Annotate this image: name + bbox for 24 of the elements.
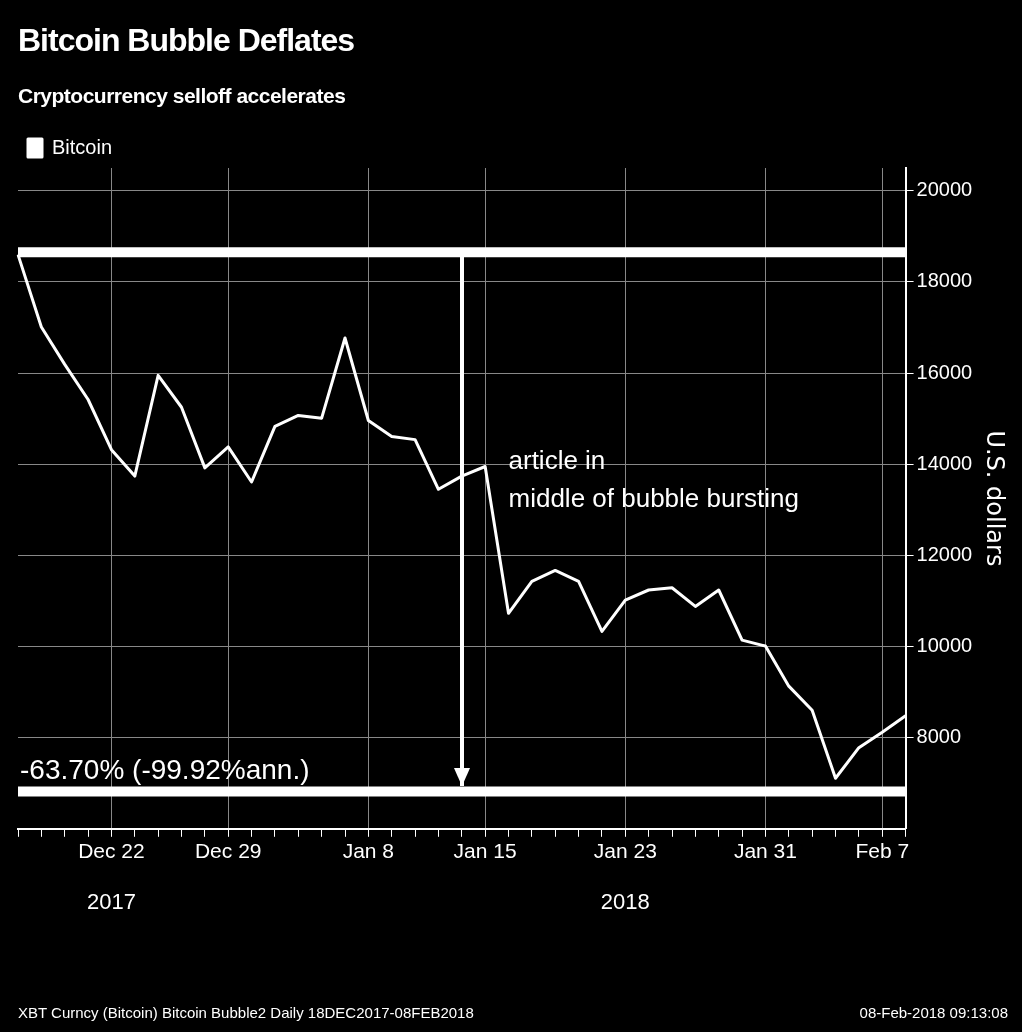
text: 2017 <box>86 888 136 914</box>
x-tick-label: Dec 29 <box>194 839 262 863</box>
text: 2018 <box>600 888 650 914</box>
chart-title: Bitcoin Bubble Deflates <box>18 22 355 59</box>
x-tick-label: Jan 23 <box>593 839 657 863</box>
y-tick-label: 14000 <box>916 451 973 474</box>
x-tick-label: Feb 7 <box>855 839 910 863</box>
text: 08-Feb-2018 09:13:08 <box>859 1004 1008 1021</box>
y-tick-label: 20000 <box>916 178 973 201</box>
y-tick-label: 10000 <box>916 634 973 657</box>
y-axis-title: U.S. dollars <box>981 430 1010 567</box>
x-tick-label: Jan 15 <box>453 839 517 863</box>
legend-label: Bitcoin <box>52 135 113 158</box>
y-tick-label: 12000 <box>916 542 973 565</box>
y-tick-label: 16000 <box>916 360 973 383</box>
x-tick-label: Jan 8 <box>342 839 395 863</box>
annotation: article in middle of bubble bursting <box>508 444 800 513</box>
x-tick-label: Dec 22 <box>78 839 145 863</box>
text: XBT Curncy (Bitcoin) Bitcoin Bubble2 Daily 18DEC2017-08FEB2018 <box>18 1004 474 1021</box>
annotation: -63.70% (-99.92%ann.) <box>20 754 310 786</box>
y-tick-label: 8000 <box>916 725 962 748</box>
y-tick-label: 18000 <box>916 269 973 292</box>
x-tick-label: Jan 31 <box>733 839 797 863</box>
chart-subtitle: Cryptocurrency selloff accelerates <box>18 84 346 108</box>
